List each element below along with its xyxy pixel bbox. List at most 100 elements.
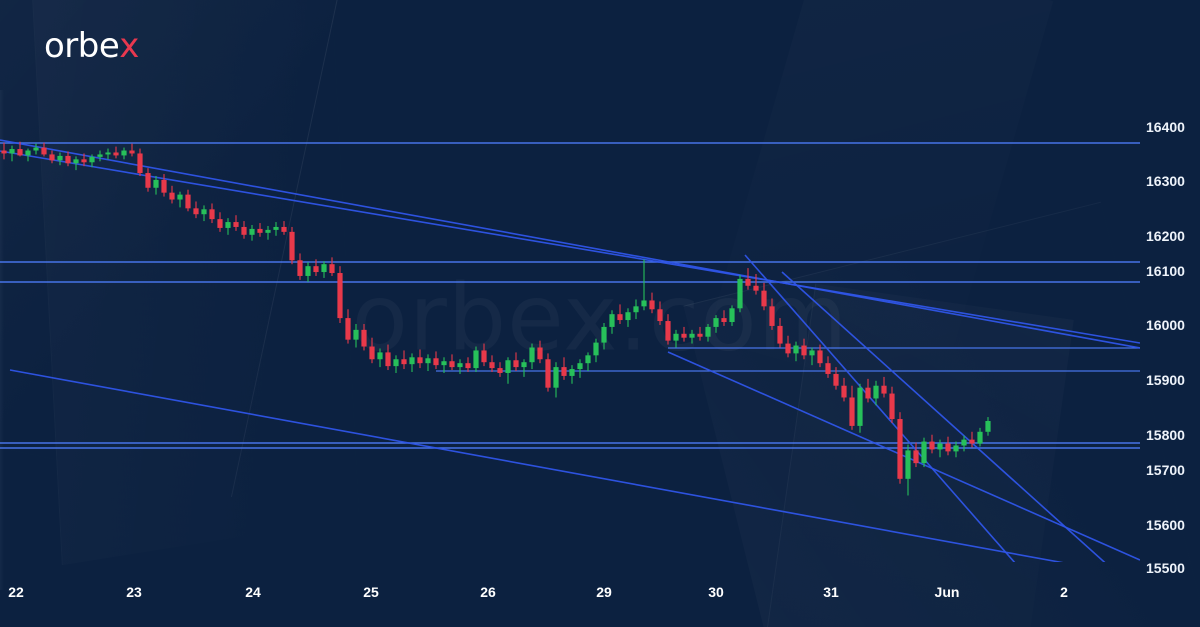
candle-body bbox=[361, 329, 367, 347]
candle bbox=[537, 340, 543, 364]
candle bbox=[161, 174, 167, 197]
candle-body bbox=[401, 359, 407, 365]
candle bbox=[977, 427, 983, 447]
candle-body bbox=[225, 222, 231, 228]
candle bbox=[153, 176, 159, 195]
candle bbox=[961, 435, 967, 452]
candle-body bbox=[353, 329, 359, 340]
candle-body bbox=[289, 231, 295, 261]
candle bbox=[417, 349, 423, 369]
trendline bbox=[781, 271, 1106, 562]
candle bbox=[137, 148, 143, 176]
y-axis-tick: 15600 bbox=[1146, 517, 1185, 533]
candle-body bbox=[929, 441, 935, 450]
candle bbox=[369, 337, 375, 364]
candle bbox=[513, 352, 519, 372]
trendline bbox=[0, 150, 1140, 344]
candle bbox=[521, 359, 527, 377]
candle-body bbox=[833, 373, 839, 386]
candle-body bbox=[321, 264, 327, 273]
candle bbox=[553, 362, 559, 398]
candle-body bbox=[817, 350, 823, 364]
candle-body bbox=[265, 229, 271, 233]
candle bbox=[753, 274, 759, 295]
candle-body bbox=[425, 358, 431, 364]
candle-body bbox=[553, 367, 559, 388]
candle-body bbox=[273, 226, 279, 230]
candle bbox=[673, 329, 679, 348]
candle bbox=[801, 338, 807, 360]
candle-body bbox=[673, 333, 679, 341]
candle-body bbox=[657, 309, 663, 322]
candle-body bbox=[561, 367, 567, 376]
candle-body bbox=[201, 209, 207, 215]
candle bbox=[129, 143, 135, 157]
candle-body bbox=[905, 450, 911, 479]
candle bbox=[337, 266, 343, 323]
candle-body bbox=[705, 326, 711, 337]
candle bbox=[73, 156, 79, 171]
candle-body bbox=[937, 443, 943, 450]
candle bbox=[585, 352, 591, 372]
candle bbox=[97, 150, 103, 162]
candle bbox=[641, 259, 647, 311]
candle bbox=[889, 386, 895, 423]
candle-body bbox=[369, 346, 375, 360]
candle bbox=[121, 147, 127, 160]
candle bbox=[793, 341, 799, 362]
candle-body bbox=[577, 363, 583, 370]
candle-body bbox=[65, 155, 71, 164]
candle-body bbox=[25, 150, 31, 156]
candle bbox=[769, 298, 775, 330]
candle bbox=[649, 292, 655, 314]
candle-body bbox=[241, 226, 247, 235]
candle bbox=[809, 347, 815, 366]
candle-body bbox=[145, 173, 151, 188]
y-axis-tick: 16100 bbox=[1146, 263, 1185, 279]
candle bbox=[545, 353, 551, 392]
candle bbox=[81, 153, 87, 167]
candle bbox=[385, 344, 391, 371]
candle-body bbox=[49, 154, 55, 161]
candle bbox=[361, 323, 367, 351]
candle bbox=[497, 362, 503, 377]
candle bbox=[465, 357, 471, 372]
candle-body bbox=[217, 219, 223, 228]
candle-body bbox=[481, 350, 487, 363]
candle-body bbox=[849, 397, 855, 426]
candle bbox=[833, 367, 839, 390]
candle bbox=[561, 357, 567, 380]
candle bbox=[945, 436, 951, 456]
candle bbox=[185, 189, 191, 212]
candle bbox=[113, 146, 119, 159]
candle-body bbox=[121, 150, 127, 156]
x-axis-tick: 2 bbox=[1060, 584, 1068, 600]
orbex-logo: orbex bbox=[44, 26, 139, 66]
candle-body bbox=[721, 318, 727, 323]
candle bbox=[217, 212, 223, 232]
candle-body bbox=[337, 273, 343, 319]
trendline bbox=[9, 369, 1064, 562]
y-axis-tick: 15500 bbox=[1146, 560, 1185, 576]
x-axis-tick: 26 bbox=[480, 584, 496, 600]
candle bbox=[233, 215, 239, 231]
candle bbox=[169, 185, 175, 204]
candle-body bbox=[305, 266, 311, 276]
candle bbox=[529, 343, 535, 370]
candle-body bbox=[345, 318, 351, 340]
candle-body bbox=[185, 194, 191, 209]
candle bbox=[57, 152, 63, 166]
candle bbox=[241, 221, 247, 239]
candle bbox=[505, 357, 511, 384]
candle-body bbox=[609, 314, 615, 327]
candle bbox=[89, 154, 95, 168]
candle-body bbox=[921, 441, 927, 464]
candle-body bbox=[489, 362, 495, 369]
candle-body bbox=[809, 350, 815, 356]
candle bbox=[225, 218, 231, 235]
candle bbox=[257, 223, 263, 237]
candle bbox=[41, 142, 47, 157]
candle-body bbox=[649, 300, 655, 310]
x-axis: 22 23 24 25 26 29 30 31 Jun 2 bbox=[0, 562, 1140, 627]
